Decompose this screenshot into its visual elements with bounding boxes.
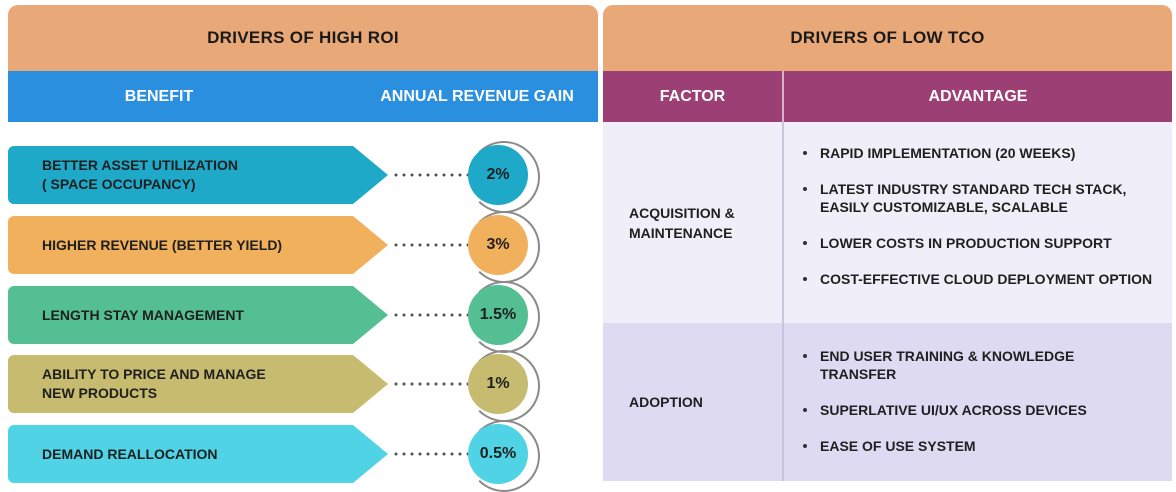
column-divider	[782, 122, 784, 323]
tco-section-acquisition: ACQUISITION & MAINTENANCE RAPID IMPLEMENT…	[603, 122, 1172, 323]
advantage-list: RAPID IMPLEMENTATION (20 WEEKS) LATEST I…	[803, 144, 1153, 288]
gain-column-header: ANNUAL REVENUE GAIN	[380, 87, 574, 105]
benefit-arrow	[8, 425, 388, 483]
benefit-label: DEMAND REALLOCATION	[42, 445, 218, 462]
dotted-connector	[392, 382, 470, 386]
tco-section-adoption: ADOPTION END USER TRAINING & KNOWLEDGE T…	[603, 323, 1172, 481]
advantage-item: EASE OF USE SYSTEM	[803, 437, 1153, 455]
benefit-arrow	[8, 216, 388, 274]
roi-row: LENGTH STAY MANAGEMENT 1.5%	[8, 281, 598, 353]
dotted-connector	[392, 173, 470, 177]
benefit-arrow	[8, 355, 388, 413]
tco-header-bar: FACTOR ADVANTAGE	[603, 71, 1172, 122]
advantage-item: SUPERLATIVE UI/UX ACROSS DEVICES	[803, 401, 1153, 419]
gain-value: 1.5%	[468, 285, 528, 345]
benefit-label: ABILITY TO PRICE AND MANAGE NEW PRODUCTS	[42, 366, 266, 401]
advantage-item: LATEST INDUSTRY STANDARD TECH STACK, EAS…	[803, 180, 1153, 216]
dotted-connector	[392, 313, 470, 317]
advantage-item: COST-EFFECTIVE CLOUD DEPLOYMENT OPTION	[803, 270, 1153, 288]
roi-row: DEMAND REALLOCATION 0.5%	[8, 420, 598, 492]
benefit-label: HIGHER REVENUE (BETTER YIELD)	[42, 236, 283, 253]
factor-column-header: FACTOR	[659, 87, 726, 105]
advantage-item: END USER TRAINING & KNOWLEDGE TRANSFER	[803, 347, 1153, 383]
roi-title: DRIVERS OF HIGH ROI	[8, 5, 598, 71]
dotted-connector	[392, 452, 470, 456]
gain-value: 0.5%	[468, 424, 528, 484]
factor-label: ACQUISITION & MAINTENANCE	[629, 204, 735, 241]
gain-value: 1%	[468, 354, 528, 414]
roi-row: HIGHER REVENUE (BETTER YIELD) 3%	[8, 211, 598, 283]
benefit-label: LENGTH STAY MANAGEMENT	[42, 306, 244, 323]
benefit-arrow	[8, 286, 388, 344]
benefit-label: BETTER ASSET UTILIZATION( SPACE OCCUPANC…	[42, 157, 238, 192]
roi-row: BETTER ASSET UTILIZATION( SPACE OCCUPANC…	[8, 141, 598, 213]
tco-title: DRIVERS OF LOW TCO	[603, 5, 1172, 71]
dotted-connector	[392, 243, 470, 247]
advantage-column-header: ADVANTAGE	[928, 87, 1028, 105]
header-divider	[782, 71, 784, 122]
advantage-item: RAPID IMPLEMENTATION (20 WEEKS)	[803, 144, 1153, 162]
roi-row: ABILITY TO PRICE AND MANAGE NEW PRODUCTS …	[8, 350, 598, 422]
column-divider	[782, 323, 784, 481]
advantage-list: END USER TRAINING & KNOWLEDGE TRANSFER S…	[803, 347, 1153, 455]
gain-value: 2%	[468, 145, 528, 205]
benefit-arrow	[8, 146, 388, 204]
roi-header-bar: BENEFIT ANNUAL REVENUE GAIN	[8, 71, 598, 122]
advantage-item: LOWER COSTS IN PRODUCTION SUPPORT	[803, 234, 1153, 252]
gain-value: 3%	[468, 215, 528, 275]
benefit-column-header: BENEFIT	[124, 87, 194, 105]
factor-label: ADOPTION	[629, 394, 703, 410]
